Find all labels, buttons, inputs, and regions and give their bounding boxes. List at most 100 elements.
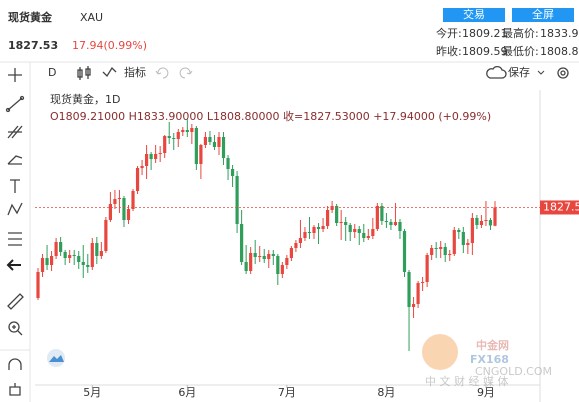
candle-body	[294, 243, 298, 248]
candle-body	[77, 256, 81, 262]
candle-body	[452, 230, 456, 254]
candle-body	[330, 206, 334, 210]
indicator[interactable]: 指标	[124, 65, 146, 79]
candle-body	[104, 220, 108, 251]
candle-body	[316, 227, 321, 229]
candle-body	[366, 236, 370, 238]
redo-icon[interactable]	[179, 67, 193, 79]
watermark: 中金网 FX168 CNGOLD.COM 中 文 财 经 媒 体	[422, 334, 552, 388]
candle-body	[430, 248, 434, 255]
fullscreen-label[interactable]: 全屏	[532, 7, 554, 21]
candle-body	[393, 222, 398, 225]
watermark-text: 中 文 财 经 媒 体	[425, 374, 508, 388]
candle-body	[348, 225, 352, 232]
candle-body	[443, 247, 447, 255]
candle-body	[402, 231, 407, 272]
candle-body	[448, 254, 452, 255]
candle-body	[36, 272, 40, 298]
candle-body	[258, 256, 262, 257]
name: 现货黄金	[8, 10, 53, 24]
candle-body	[131, 191, 135, 209]
candle-body	[59, 242, 63, 252]
x-tick-label: 7月	[278, 386, 296, 399]
price: 1827.53	[8, 39, 58, 52]
candle-body	[389, 222, 393, 225]
change: 17.94(0.99%)	[72, 39, 147, 52]
series-name: 现货黄金，1D	[50, 92, 120, 106]
candle-body	[380, 206, 384, 221]
candle-body	[163, 136, 167, 153]
candle-body	[99, 251, 103, 256]
x-tick-label: 5月	[83, 386, 101, 399]
candle-body	[335, 206, 339, 223]
candle-body	[267, 254, 271, 259]
candle-body	[271, 254, 275, 256]
stat-value: 1809.59	[462, 45, 508, 58]
candle-body	[221, 137, 226, 158]
candle-icon[interactable]	[77, 66, 91, 80]
candle-body	[208, 137, 212, 142]
candle-body	[249, 253, 253, 271]
candle-body	[325, 210, 330, 226]
candle-body	[421, 282, 425, 283]
candle-body	[240, 224, 244, 262]
candle-body	[362, 233, 366, 238]
watermark-text: FX168	[470, 353, 509, 366]
candle-body	[321, 226, 325, 229]
candle-body	[54, 242, 58, 256]
candle-body	[176, 132, 180, 139]
stat-value: 1808.80	[540, 45, 579, 58]
candle-body	[226, 158, 230, 169]
candle-body	[475, 218, 479, 225]
candle-body	[40, 258, 45, 272]
candle-body	[68, 255, 72, 258]
candle-body	[298, 238, 303, 243]
candle-body	[203, 137, 208, 145]
candle-body	[307, 232, 312, 233]
candle-body	[72, 255, 76, 256]
candle-body	[466, 243, 470, 245]
fullscreen-button[interactable]	[512, 8, 574, 22]
stat-label: 最低价:	[502, 45, 539, 58]
candle-body	[122, 198, 126, 220]
candle-body	[158, 153, 162, 154]
watermark-text: CNGOLD.COM	[475, 365, 552, 378]
candle-body	[493, 207, 497, 226]
candle-body	[461, 232, 465, 245]
candle-body	[384, 221, 389, 222]
candle-body	[416, 283, 420, 304]
tools[interactable]	[5, 68, 25, 396]
candle-body	[398, 222, 402, 231]
candle-body	[135, 168, 140, 191]
candle-body	[276, 256, 280, 274]
indicator-icon[interactable]	[102, 66, 117, 78]
save[interactable]: 保存	[508, 65, 530, 79]
interval[interactable]: D	[48, 66, 56, 79]
x-tick-label: 6月	[178, 386, 196, 399]
candle-body	[312, 227, 316, 233]
trade-button[interactable]	[443, 8, 505, 22]
settings-icon-core	[560, 70, 566, 76]
settings-icon[interactable]	[557, 67, 569, 79]
candle-body	[63, 252, 67, 258]
candle-body	[479, 221, 484, 225]
candle-body	[344, 222, 348, 225]
candle-body	[45, 258, 49, 265]
candle-body	[95, 243, 99, 256]
candle-body	[289, 248, 293, 258]
dropdown[interactable]	[537, 70, 545, 75]
candle-body	[411, 304, 416, 307]
trade-label[interactable]: 交易	[463, 7, 485, 21]
candle-body	[357, 229, 361, 233]
cloud-icon[interactable]	[486, 65, 507, 79]
stat-label: 昨收:	[436, 44, 462, 58]
undo-icon[interactable]	[155, 67, 169, 79]
stat-label: 今开:	[436, 26, 462, 40]
candle-body	[149, 154, 153, 159]
candle-body	[488, 220, 493, 226]
candle-body	[230, 169, 235, 176]
candle-body	[194, 128, 198, 164]
candle-body	[375, 206, 379, 229]
candle-body	[90, 243, 94, 267]
x-tick-label: 9月	[477, 386, 495, 399]
